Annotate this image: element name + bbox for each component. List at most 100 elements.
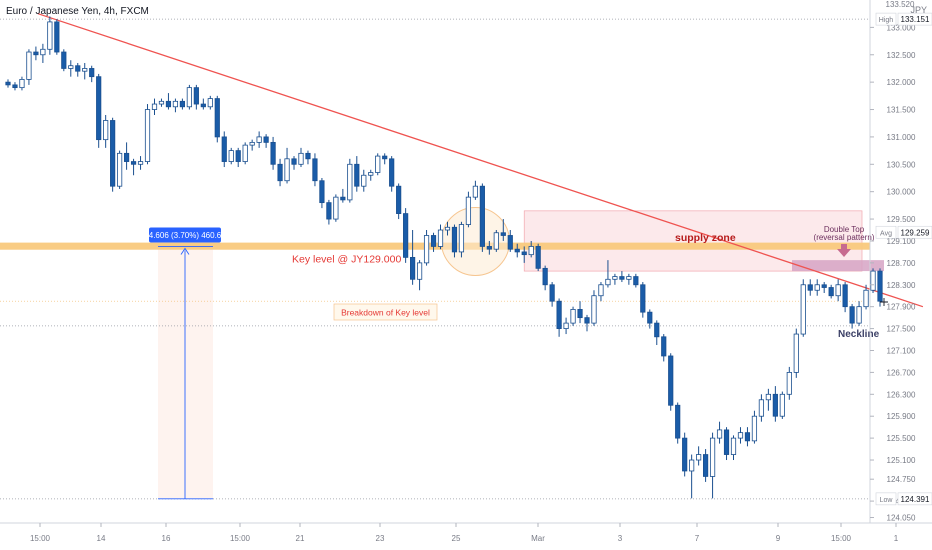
candle[interactable] (430, 232, 437, 252)
candle[interactable] (277, 158, 283, 187)
candle[interactable] (172, 98, 179, 113)
candle[interactable] (312, 153, 318, 187)
candle[interactable] (786, 366, 792, 400)
candle[interactable] (647, 309, 653, 329)
candle[interactable] (354, 156, 360, 192)
candle[interactable] (5, 79, 11, 88)
time-axis[interactable]: 15:00 14 16 15:00 21 23 25 Mar 3 7 9 15:00 1 (0, 522, 932, 543)
candle[interactable] (821, 282, 827, 293)
candle[interactable] (437, 224, 444, 250)
candle[interactable] (110, 117, 116, 192)
candle[interactable] (640, 282, 646, 318)
candle[interactable] (870, 268, 876, 293)
candle[interactable] (19, 76, 25, 91)
candle[interactable] (368, 169, 374, 181)
candle[interactable] (465, 191, 472, 228)
candle[interactable] (716, 421, 723, 444)
candle[interactable] (375, 153, 381, 176)
candle[interactable] (549, 282, 555, 307)
candle[interactable] (807, 279, 813, 296)
candle[interactable] (479, 183, 485, 252)
candle[interactable] (723, 427, 730, 461)
candle[interactable] (570, 306, 576, 326)
candle[interactable] (458, 221, 465, 258)
candle[interactable] (75, 62, 81, 77)
candle[interactable] (605, 260, 611, 288)
candle[interactable] (186, 84, 192, 110)
candle[interactable] (779, 391, 785, 419)
candle[interactable] (103, 115, 109, 148)
candle[interactable] (423, 230, 430, 266)
candle[interactable] (137, 156, 144, 170)
candle[interactable] (158, 98, 165, 107)
candle[interactable] (598, 282, 604, 302)
candle[interactable] (514, 243, 520, 258)
candle[interactable] (416, 260, 423, 291)
candle[interactable] (849, 303, 855, 329)
candle[interactable] (347, 158, 353, 203)
candle[interactable] (563, 317, 569, 335)
candle[interactable] (577, 301, 583, 324)
candle[interactable] (214, 95, 220, 143)
candle[interactable] (612, 273, 618, 285)
candle[interactable] (249, 139, 255, 151)
candle[interactable] (396, 183, 402, 220)
candle[interactable] (256, 131, 262, 148)
candle[interactable] (675, 402, 681, 444)
candle[interactable] (382, 153, 388, 165)
candle[interactable] (207, 95, 213, 110)
candle[interactable] (828, 284, 834, 299)
candle[interactable] (793, 328, 799, 378)
candle[interactable] (689, 454, 695, 499)
candle[interactable] (772, 386, 778, 422)
candle[interactable] (765, 388, 771, 411)
candle[interactable] (619, 271, 625, 283)
price-axis[interactable]: 133.000 132.500 132.000 131.500 131.000 130.5… (869, 0, 932, 523)
candle[interactable] (800, 279, 806, 337)
candle[interactable] (591, 290, 597, 326)
candle[interactable] (12, 82, 18, 91)
candle[interactable] (298, 147, 304, 168)
candle[interactable] (291, 156, 297, 170)
candle[interactable] (493, 230, 499, 252)
candle[interactable] (165, 93, 172, 110)
candle[interactable] (130, 158, 137, 176)
candle[interactable] (123, 142, 130, 170)
candle[interactable] (744, 427, 751, 447)
candle[interactable] (486, 240, 492, 255)
candle[interactable] (68, 60, 74, 77)
candle[interactable] (151, 98, 158, 116)
candle[interactable] (709, 432, 716, 499)
candle[interactable] (556, 298, 562, 337)
candle[interactable] (117, 150, 123, 189)
candle[interactable] (228, 147, 234, 165)
candle[interactable] (444, 221, 451, 236)
candle[interactable] (584, 314, 590, 332)
candle[interactable] (305, 150, 311, 165)
candle[interactable] (193, 84, 199, 110)
candle[interactable] (814, 279, 820, 296)
candle[interactable] (179, 98, 185, 110)
candle[interactable] (26, 49, 32, 85)
candle[interactable] (263, 134, 269, 148)
candle[interactable] (270, 136, 276, 170)
candle[interactable] (633, 273, 639, 288)
candle[interactable] (340, 188, 346, 203)
candle[interactable] (284, 147, 290, 184)
candle[interactable] (319, 177, 325, 209)
candle[interactable] (235, 147, 241, 168)
candle[interactable] (451, 224, 458, 258)
candle[interactable] (144, 104, 151, 165)
candle[interactable] (326, 199, 332, 225)
candle[interactable] (703, 449, 709, 482)
candle[interactable] (221, 131, 227, 168)
candle[interactable] (542, 265, 548, 291)
candle[interactable] (47, 16, 53, 55)
candle[interactable] (410, 230, 416, 285)
candle[interactable] (96, 73, 102, 148)
candle[interactable] (242, 142, 248, 165)
candle[interactable] (54, 19, 60, 55)
candle[interactable] (89, 65, 95, 83)
candle[interactable] (661, 334, 667, 362)
